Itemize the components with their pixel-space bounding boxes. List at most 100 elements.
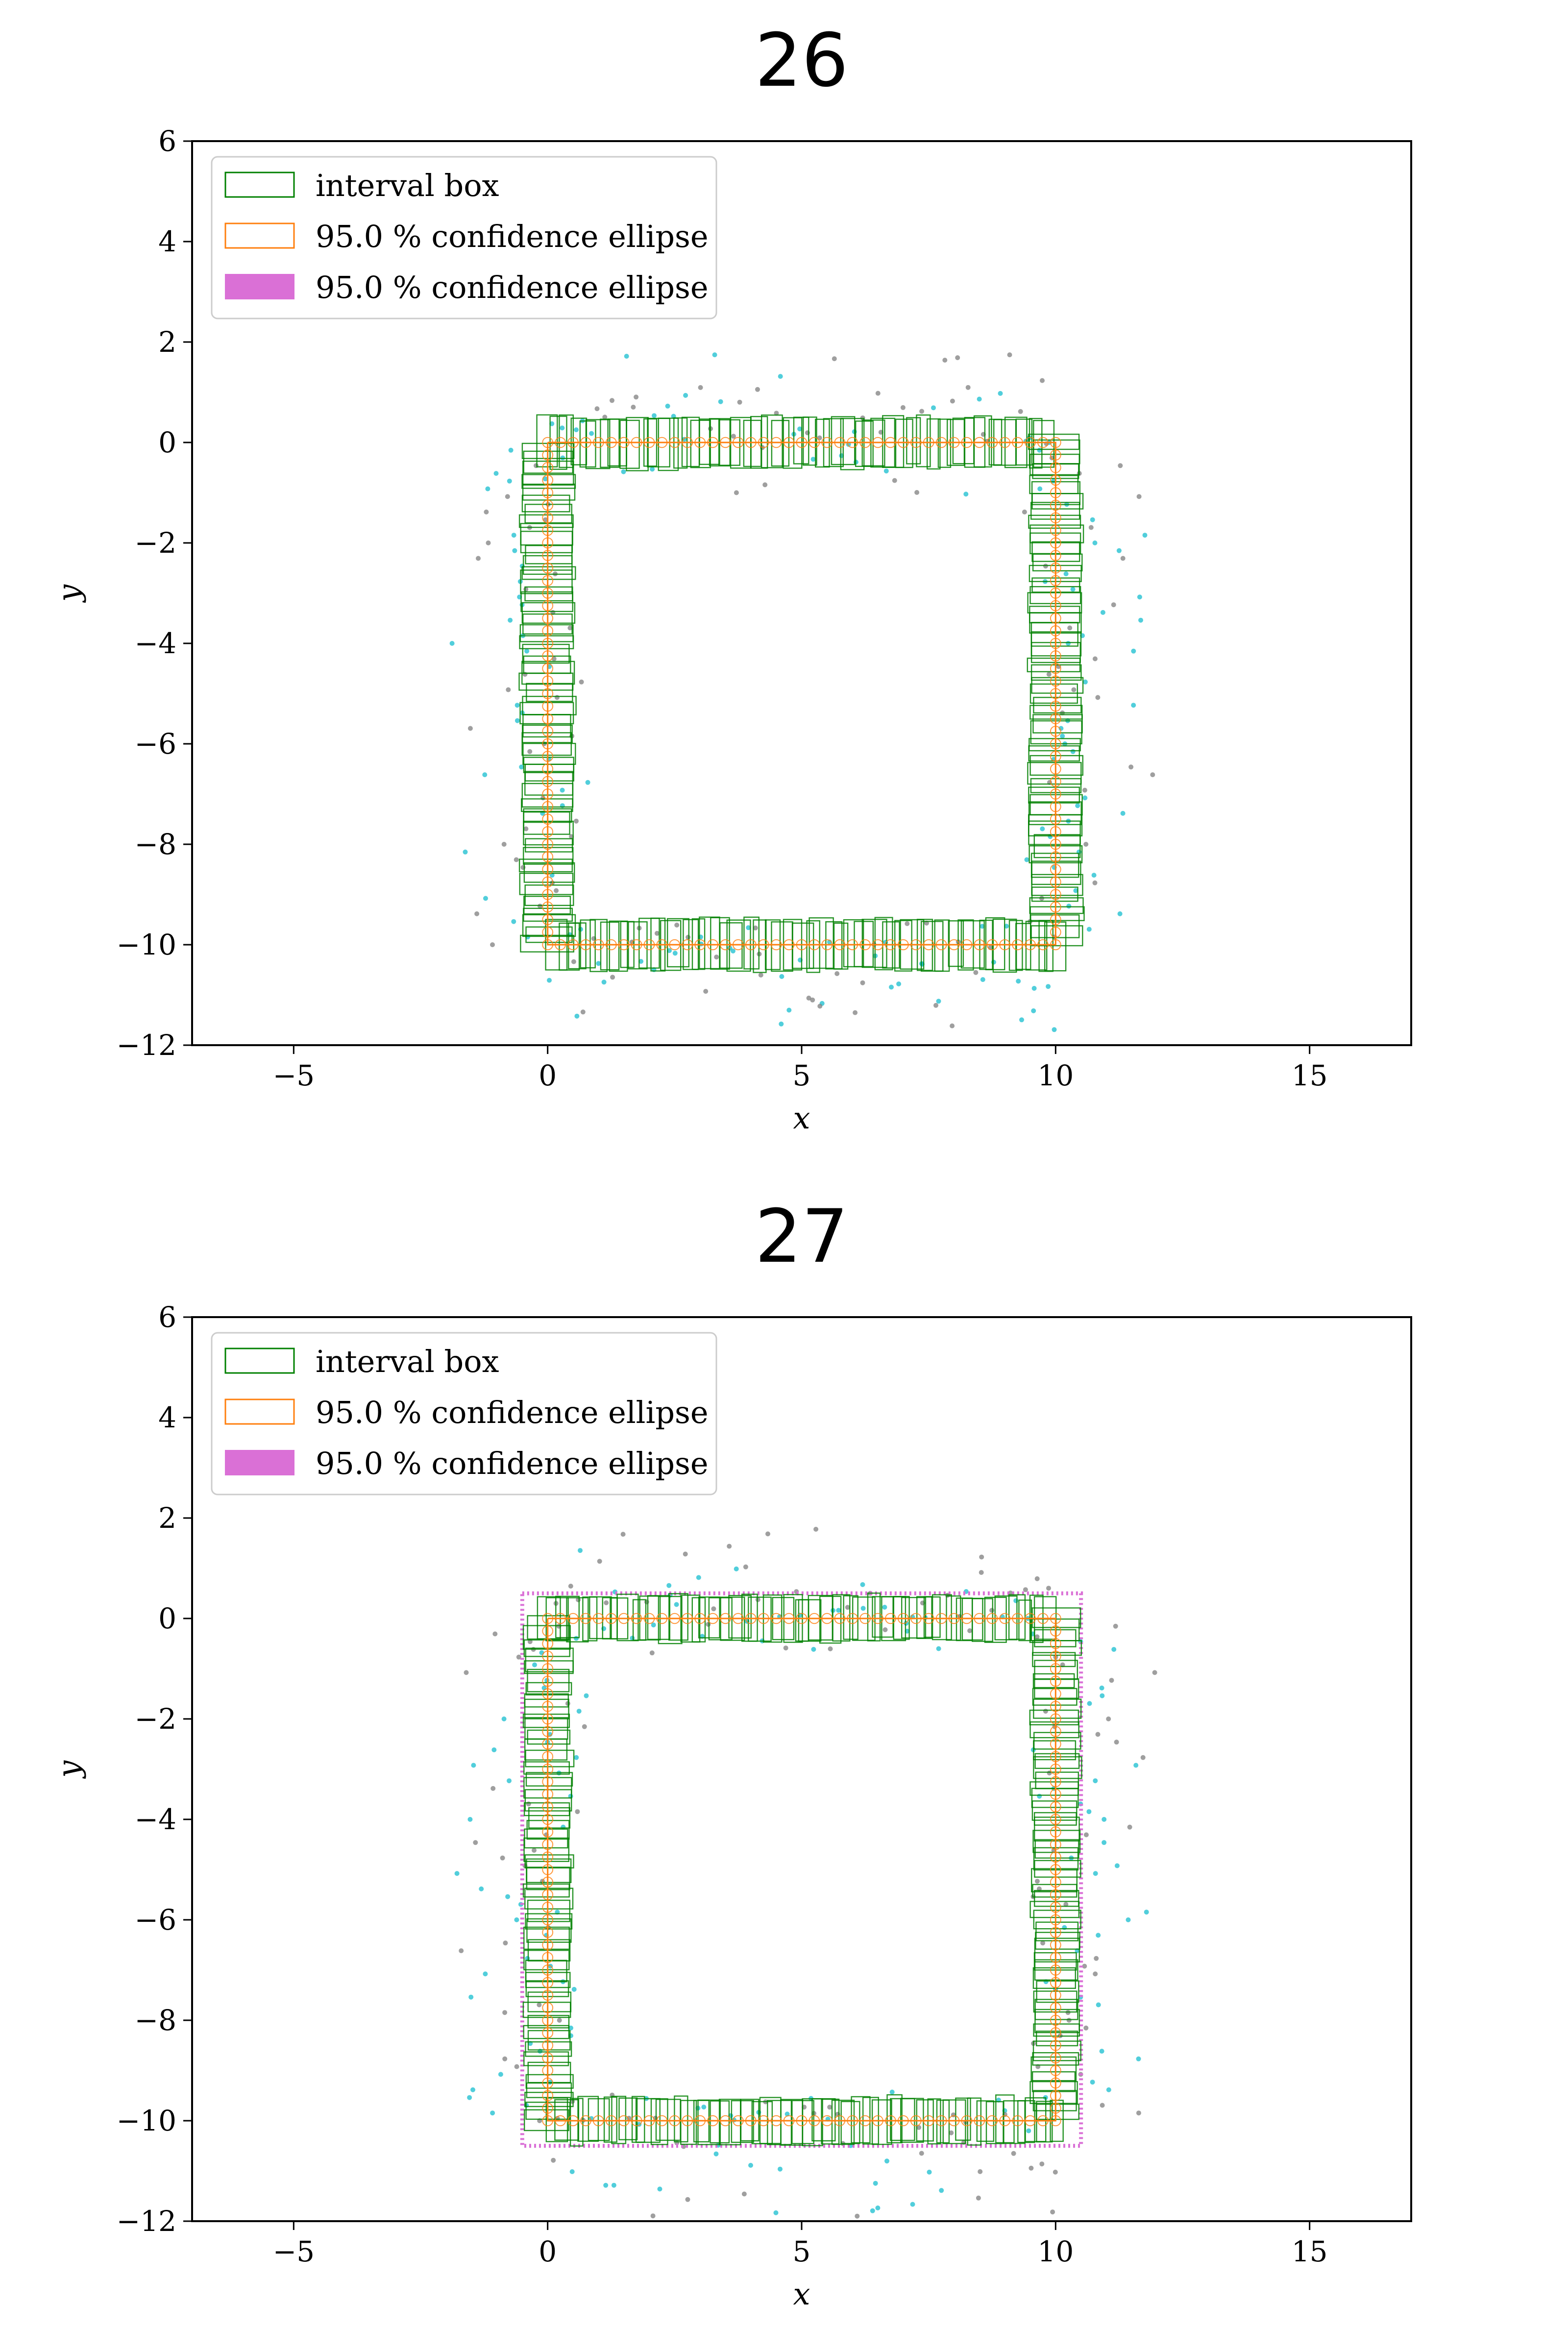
interval-box [1029, 897, 1084, 914]
interval-box [1017, 2100, 1035, 2143]
scatter-point-gray [1066, 2018, 1072, 2023]
scatter-point-cyan [734, 1566, 739, 1571]
interval-box [985, 917, 1005, 971]
scatter-point-cyan [939, 2188, 944, 2193]
scatter-point-cyan [1096, 2002, 1101, 2008]
scatter-point-cyan [1040, 826, 1045, 832]
scatter-point-gray [514, 857, 519, 862]
interval-box [1031, 1607, 1081, 1628]
scatter-point-cyan [574, 1636, 579, 1641]
scatter-point-cyan [731, 948, 735, 954]
scatter-point-gray [711, 1606, 716, 1612]
interval-box [658, 417, 679, 471]
interval-box [520, 523, 573, 546]
scatter-point-cyan [560, 425, 565, 431]
interval-box [1034, 1753, 1080, 1769]
interval-box [609, 920, 628, 972]
interval-box [1035, 2104, 1079, 2120]
scatter-point-gray [604, 1600, 609, 1605]
interval-box [767, 2100, 792, 2145]
scatter-point-gray [490, 942, 495, 947]
scatter-point-cyan [998, 391, 1003, 396]
scatter-point-cyan [1138, 617, 1143, 623]
scatter-point-gray [506, 687, 511, 692]
scatter-point-cyan [505, 1894, 511, 1899]
scatter-point-cyan [578, 1548, 583, 1553]
scatter-point-gray [1063, 1902, 1069, 1907]
scatter-point-cyan [779, 974, 784, 979]
interval-box [874, 917, 893, 971]
scatter-point-cyan [1086, 1809, 1092, 1814]
scatter-point-cyan [786, 1007, 792, 1013]
interval-box [753, 919, 767, 973]
interval-box [1033, 1756, 1082, 1779]
interval-box [527, 1991, 572, 2012]
scatter-point-gray [979, 1554, 984, 1560]
scatter-point-gray [919, 409, 925, 414]
interval-box [894, 920, 912, 972]
scatter-point-gray [1083, 1832, 1089, 1838]
scatter-point-cyan [666, 1583, 672, 1588]
scatter-point-cyan [1063, 571, 1069, 577]
scatter-point-cyan [870, 2208, 875, 2213]
interval-box [525, 1960, 567, 1983]
legend-label: 95.0 % confidence ellipse [316, 1395, 709, 1430]
scatter-point-cyan [542, 476, 548, 482]
scatter-point-gray [703, 989, 709, 994]
x-tick-label: 10 [1037, 1059, 1074, 1092]
interval-box [1029, 1901, 1080, 1918]
interval-box [523, 1926, 570, 1950]
scatter-point-gray [1095, 695, 1101, 700]
scatter-point-cyan [1114, 1863, 1120, 1868]
interval-box [1029, 1721, 1079, 1739]
scatter-point-cyan [936, 1646, 941, 1651]
y-tick-label: −10 [117, 928, 176, 961]
interval-box [524, 1698, 569, 1719]
scatter-point-gray [965, 385, 971, 390]
scatter-point-cyan [589, 431, 594, 436]
scatter-point-cyan [1070, 587, 1076, 592]
y-tick-label: −12 [117, 1029, 176, 1062]
scatter-point-cyan [638, 959, 644, 964]
interval-box [527, 1899, 570, 1922]
scatter-point-gray [1067, 625, 1073, 631]
interval-box [674, 2095, 688, 2143]
interval-box [1030, 2056, 1077, 2082]
scatter-point-cyan [463, 849, 468, 855]
interval-box [1029, 755, 1084, 776]
interval-box [942, 2099, 966, 2144]
scatter-point-cyan [936, 999, 941, 1004]
scatter-point-cyan [601, 980, 607, 985]
interval-box [886, 2094, 903, 2144]
scatter-point-cyan [483, 1971, 488, 1977]
interval-box [521, 732, 572, 756]
interval-box [731, 2100, 754, 2143]
y-tick-label: 2 [158, 1501, 176, 1535]
chart-title: 26 [755, 18, 849, 103]
interval-box [1015, 923, 1031, 970]
scatter-point-cyan [1102, 1817, 1107, 1822]
scatter-point-gray [526, 1801, 531, 1807]
scatter-point-gray [476, 556, 481, 561]
interval-box [522, 695, 577, 715]
interval-box [611, 2096, 627, 2144]
scatter-point-gray [1053, 2169, 1058, 2175]
interval-box [568, 922, 587, 970]
scatter-point-gray [620, 1532, 626, 1537]
scatter-point-gray [597, 1559, 602, 1564]
scatter-point-cyan [927, 2169, 932, 2175]
interval-box [519, 624, 574, 642]
legend-frame [211, 156, 717, 319]
scatter-point-gray [845, 1605, 850, 1610]
scatter-point-cyan [483, 896, 488, 901]
interval-box [524, 884, 574, 906]
scatter-point-gray [674, 922, 680, 928]
interval-box [589, 919, 608, 972]
scatter-point-gray [655, 931, 660, 936]
interval-box [1032, 553, 1083, 572]
scatter-point-gray [976, 2195, 981, 2201]
interval-box [1038, 920, 1054, 972]
legend: interval box 95.0 % confidence ellipse 95.… [211, 156, 717, 319]
interval-box [588, 2098, 610, 2141]
scatter-point-cyan [1051, 478, 1056, 484]
